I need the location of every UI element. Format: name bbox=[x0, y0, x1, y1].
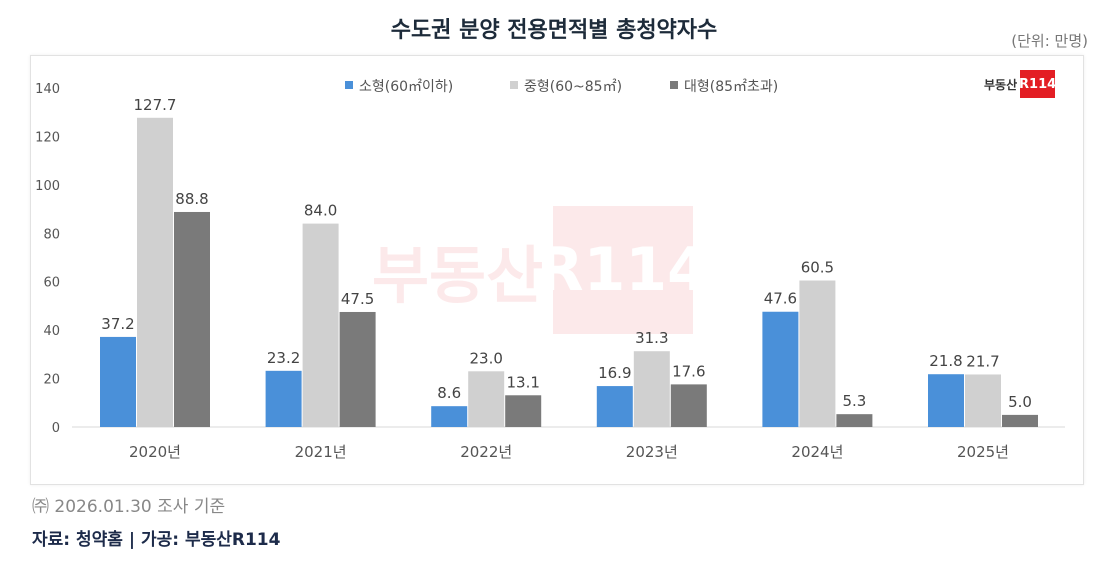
brand-logo: 부동산 R114 bbox=[984, 70, 1056, 98]
data-label: 13.1 bbox=[506, 373, 539, 391]
legend-swatch bbox=[345, 81, 353, 89]
survey-date-note: ㈜ 2026.01.30 조사 기준 bbox=[32, 497, 226, 517]
bar-0 bbox=[100, 336, 136, 427]
data-label: 127.7 bbox=[134, 96, 177, 114]
bar-0 bbox=[596, 386, 633, 427]
bar-2 bbox=[836, 414, 873, 427]
watermark-logo: 부동산 R114 bbox=[372, 206, 709, 334]
bar-1 bbox=[965, 374, 1001, 427]
logo-text: 부동산 bbox=[984, 77, 1018, 92]
x-tick-label: 2024년 bbox=[791, 443, 843, 461]
y-tick-label: 120 bbox=[35, 130, 60, 145]
bar-0 bbox=[265, 370, 302, 427]
bar-0 bbox=[928, 374, 964, 427]
chart-title: 수도권 분양 전용면적별 총청약자수 bbox=[390, 18, 718, 43]
bar-2 bbox=[670, 384, 707, 427]
data-label: 23.2 bbox=[267, 349, 300, 367]
data-label: 17.6 bbox=[672, 362, 705, 380]
y-tick-label: 20 bbox=[43, 373, 60, 388]
y-tick-label: 60 bbox=[43, 276, 60, 291]
bar-1 bbox=[633, 351, 670, 427]
x-tick-label: 2023년 bbox=[626, 443, 678, 461]
data-label: 5.0 bbox=[1008, 393, 1032, 411]
data-label: 37.2 bbox=[101, 315, 134, 333]
y-tick-label: 100 bbox=[35, 179, 60, 194]
legend-label: 대형(85㎡초과) bbox=[684, 79, 778, 95]
data-label: 31.3 bbox=[635, 329, 668, 347]
chart-frame bbox=[30, 55, 1084, 485]
data-label: 47.6 bbox=[764, 290, 797, 308]
x-tick-label: 2020년 bbox=[129, 443, 181, 461]
bar-2 bbox=[339, 311, 376, 427]
x-tick-label: 2021년 bbox=[295, 443, 347, 461]
data-label: 88.8 bbox=[175, 190, 208, 208]
y-tick-label: 0 bbox=[52, 421, 60, 436]
data-label: 21.7 bbox=[966, 352, 999, 370]
legend-swatch bbox=[670, 81, 678, 89]
data-label: 21.8 bbox=[929, 352, 962, 370]
x-tick-label: 2025년 bbox=[957, 443, 1009, 461]
data-label: 16.9 bbox=[598, 364, 631, 382]
data-label: 84.0 bbox=[304, 202, 337, 220]
y-tick-label: 80 bbox=[43, 227, 60, 242]
bar-0 bbox=[431, 406, 468, 427]
y-tick-label: 40 bbox=[43, 324, 60, 339]
legend-label: 소형(60㎡이하) bbox=[359, 79, 453, 95]
bar-1 bbox=[468, 371, 505, 427]
y-tick-label: 140 bbox=[35, 82, 60, 97]
legend-swatch bbox=[510, 81, 518, 89]
bar-2 bbox=[1002, 414, 1038, 427]
x-tick-label: 2022년 bbox=[460, 443, 512, 461]
bar-2 bbox=[174, 211, 210, 427]
data-label: 47.5 bbox=[341, 290, 374, 308]
logo-badge: R114 bbox=[1019, 70, 1056, 98]
unit-label: (단위: 만명) bbox=[1011, 32, 1088, 50]
data-label: 60.5 bbox=[801, 259, 834, 277]
data-label: 8.6 bbox=[437, 384, 461, 402]
legend-label: 중형(60~85㎡) bbox=[524, 79, 622, 95]
source-note: 자료: 청약홈 | 가공: 부동산R114 bbox=[32, 530, 281, 550]
data-label: 23.0 bbox=[469, 349, 502, 367]
bar-2 bbox=[505, 395, 542, 427]
bar-1 bbox=[302, 223, 339, 427]
bar-1 bbox=[137, 117, 173, 427]
bar-0 bbox=[762, 311, 799, 427]
bar-1 bbox=[799, 280, 836, 427]
data-label: 5.3 bbox=[842, 392, 866, 410]
